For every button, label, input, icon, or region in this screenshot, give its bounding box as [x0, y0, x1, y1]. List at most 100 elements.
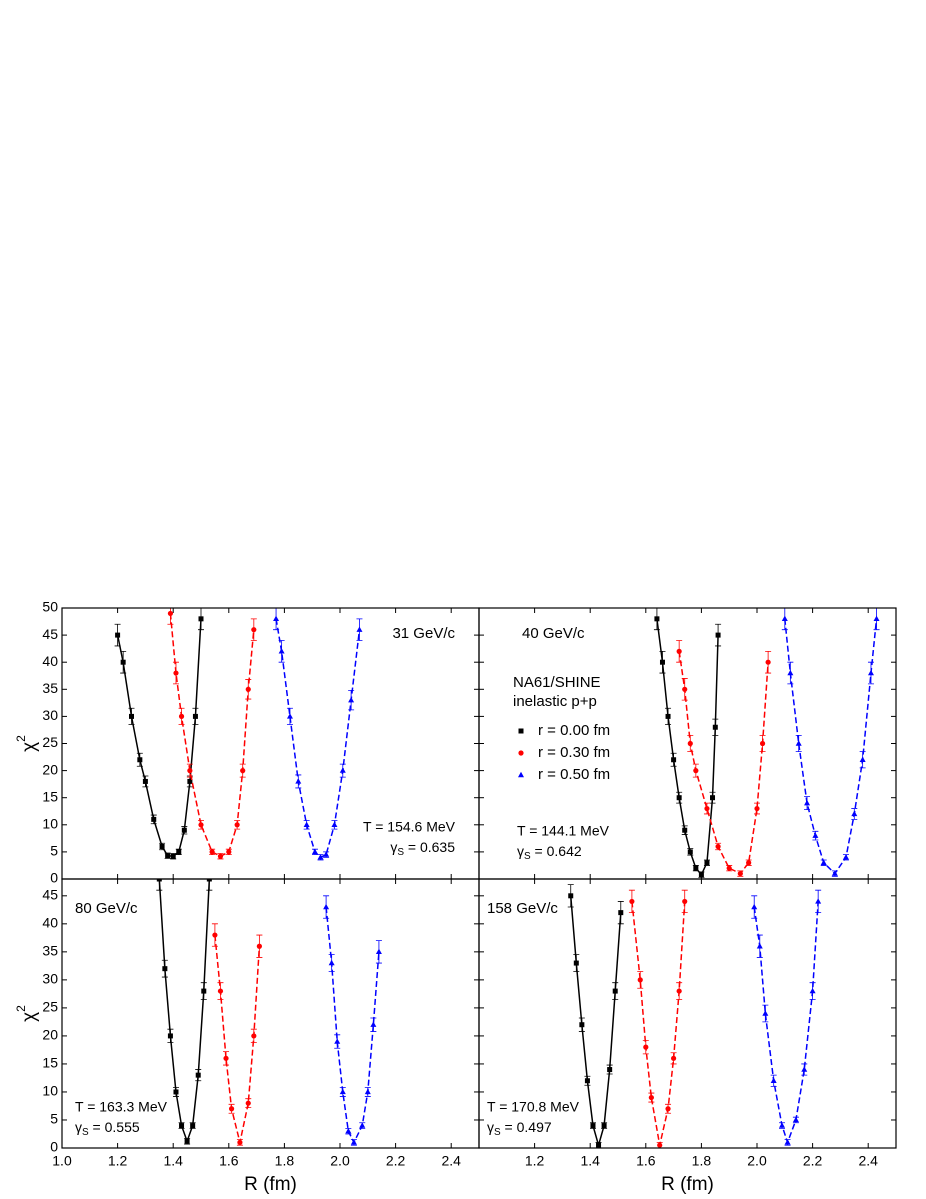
- x-axis-label: R (fm): [244, 1174, 297, 1195]
- marker: [240, 768, 246, 774]
- marker: [859, 756, 866, 762]
- y-tick-label: 40: [42, 653, 58, 669]
- marker: [173, 670, 179, 676]
- marker: [278, 648, 285, 654]
- annotation: T = 170.8 MeV: [487, 1099, 580, 1115]
- gamma: γ: [390, 839, 397, 855]
- x-axis-label: R (fm): [661, 1174, 714, 1195]
- marker: [607, 1067, 613, 1073]
- y-tick-label: 45: [42, 626, 58, 642]
- marker: [601, 1123, 607, 1129]
- fit-curve: [275, 618, 361, 859]
- annotation: T = 163.3 MeV: [75, 1099, 168, 1115]
- y-tick-label: 45: [42, 887, 58, 903]
- marker: [334, 1038, 341, 1044]
- x-tick-label: 2.0: [747, 1153, 767, 1169]
- marker: [156, 879, 162, 882]
- marker: [198, 616, 204, 622]
- annotation: γS = 0.635: [390, 839, 455, 858]
- x-tick-label: 1.8: [275, 1153, 295, 1169]
- marker: [201, 988, 207, 994]
- panel: 0 5 10 15 20 25 30 35 40 45 50 31 GeV/c T = 154.6 Me…: [14, 599, 480, 886]
- x-tick-label: 1.4: [580, 1153, 600, 1169]
- marker: [137, 757, 143, 763]
- gamma-value: = 0.635: [404, 839, 455, 855]
- marker: [223, 1055, 229, 1061]
- legend-subtitle: inelastic p+p: [513, 693, 597, 710]
- gamma-sub: S: [524, 851, 531, 862]
- panel-frame: [478, 878, 897, 1149]
- marker: [629, 898, 635, 905]
- marker: [359, 1122, 366, 1128]
- chi-sup: 2: [14, 1005, 28, 1012]
- marker: [618, 910, 624, 916]
- panel-title: 80 GeV/c: [75, 900, 138, 917]
- marker: [781, 615, 788, 622]
- error-bar: [156, 879, 163, 891]
- gamma-value: = 0.497: [501, 1119, 552, 1135]
- marker: [273, 615, 280, 622]
- y-tick-label: 25: [42, 999, 58, 1015]
- x-tick-label: 1.6: [636, 1153, 656, 1169]
- marker: [710, 795, 716, 801]
- chi-sup: 2: [14, 735, 28, 742]
- marker: [676, 795, 682, 801]
- marker: [245, 1100, 251, 1106]
- marker: [226, 849, 232, 855]
- chi: χ: [19, 742, 40, 752]
- marker: [754, 805, 760, 812]
- marker: [762, 1010, 769, 1016]
- marker: [812, 832, 819, 838]
- fit-curve: [569, 895, 622, 1148]
- y-tick-label: 15: [42, 788, 58, 804]
- x-tick-label: 1.2: [108, 1153, 128, 1169]
- marker: [234, 822, 240, 828]
- marker: [687, 849, 693, 855]
- marker: [637, 977, 643, 983]
- marker: [654, 616, 660, 622]
- fit-curve: [158, 879, 211, 1144]
- y-tick-label: 40: [42, 915, 58, 931]
- marker: [165, 853, 171, 859]
- gamma: γ: [75, 1119, 82, 1135]
- marker: [784, 1139, 791, 1145]
- marker: [198, 822, 204, 828]
- marker: [671, 1055, 677, 1061]
- annotation: T = 144.1 MeV: [517, 823, 610, 839]
- x-tick-label: 1.6: [219, 1153, 239, 1169]
- marker: [648, 1094, 654, 1101]
- marker: [187, 768, 193, 774]
- marker: [612, 988, 618, 994]
- marker: [323, 903, 330, 910]
- y-axis-label: χ2: [14, 1005, 40, 1022]
- marker: [715, 843, 721, 850]
- marker: [795, 740, 802, 746]
- error-bar: [206, 879, 213, 891]
- marker: [759, 740, 766, 747]
- marker: [751, 903, 758, 910]
- marker: [779, 1122, 786, 1128]
- marker: [345, 1127, 352, 1134]
- marker: [181, 827, 187, 833]
- marker: [787, 669, 794, 676]
- marker: [237, 1139, 243, 1145]
- x-tick-label: 1.2: [525, 1153, 545, 1169]
- marker: [339, 1088, 346, 1095]
- legend-label: r = 0.30 fm: [538, 744, 610, 761]
- marker: [584, 1078, 590, 1084]
- fit-curve: [631, 901, 686, 1146]
- marker: [311, 848, 318, 855]
- marker: [245, 686, 251, 692]
- marker: [167, 1033, 173, 1039]
- marker: [704, 805, 710, 812]
- marker: [815, 898, 822, 904]
- marker: [331, 821, 338, 827]
- marker: [173, 1089, 179, 1095]
- y-tick-label: 25: [42, 734, 58, 750]
- gamma-value: = 0.642: [531, 843, 582, 859]
- x-tick-label: 2.4: [441, 1153, 461, 1169]
- marker: [804, 799, 811, 806]
- marker: [518, 728, 524, 734]
- marker: [256, 943, 262, 949]
